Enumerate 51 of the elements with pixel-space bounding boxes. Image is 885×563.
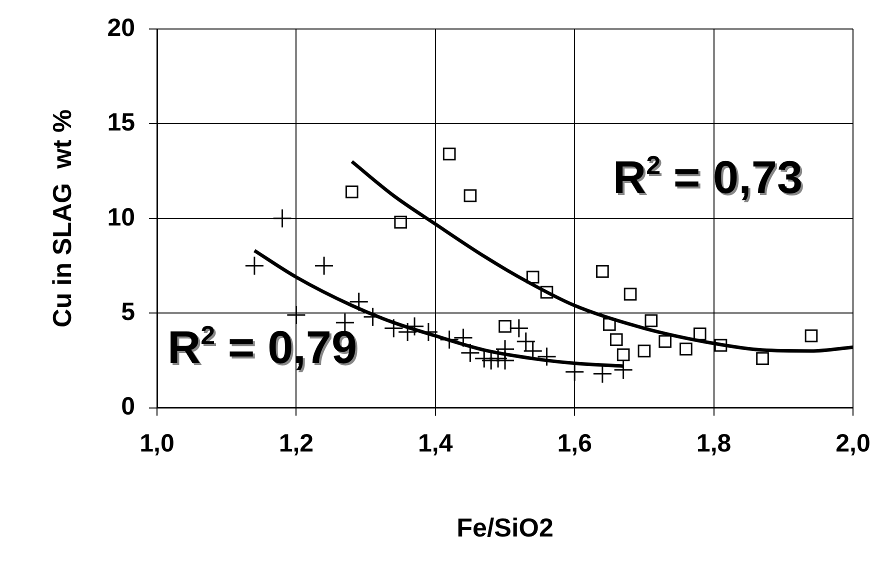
point <box>398 322 418 342</box>
point <box>363 307 383 327</box>
point <box>658 335 672 348</box>
point <box>680 342 692 356</box>
point <box>488 348 508 368</box>
point <box>624 288 637 301</box>
point <box>756 352 769 365</box>
point <box>526 270 540 284</box>
x-tick-label: 2,0 <box>836 430 870 458</box>
point <box>498 320 512 333</box>
point <box>384 318 404 338</box>
point <box>286 305 306 325</box>
point <box>345 185 358 198</box>
point <box>453 328 473 348</box>
point <box>418 322 438 342</box>
x-tick-label: 1,8 <box>696 430 732 458</box>
x-axis-title: Fe/SiO2 <box>456 512 554 543</box>
point <box>272 208 292 228</box>
y-tick-label: 15 <box>107 108 136 137</box>
point <box>244 256 264 276</box>
point <box>614 360 634 380</box>
point <box>440 330 460 350</box>
annotation: R$^{2}$ = 0,73 <box>612 150 803 203</box>
y-tick-label: 20 <box>107 14 136 42</box>
point <box>495 339 515 359</box>
y-tick-label: 0 <box>121 392 136 421</box>
point <box>638 344 651 358</box>
point <box>349 292 369 312</box>
point <box>693 328 706 340</box>
x-tick-label: 1,0 <box>140 430 174 458</box>
point <box>460 343 480 363</box>
point <box>644 314 658 328</box>
y-axis-title: Cu in SLAG wt % <box>46 109 77 328</box>
point <box>464 189 477 202</box>
point <box>616 348 630 362</box>
point <box>804 329 818 342</box>
x-tick-label: 1,6 <box>557 430 592 458</box>
point <box>540 286 554 299</box>
point <box>602 318 616 331</box>
point <box>509 318 529 338</box>
point <box>537 346 557 366</box>
y-tick-label: 5 <box>121 298 136 326</box>
point <box>442 148 456 160</box>
x-tick-label: 1,2 <box>278 430 314 458</box>
x-tick-label: 1,4 <box>418 430 453 458</box>
y-tick-label: 10 <box>107 203 136 232</box>
point <box>596 265 609 278</box>
point <box>610 333 623 346</box>
point <box>314 256 334 276</box>
point <box>394 216 408 229</box>
point <box>714 338 728 352</box>
